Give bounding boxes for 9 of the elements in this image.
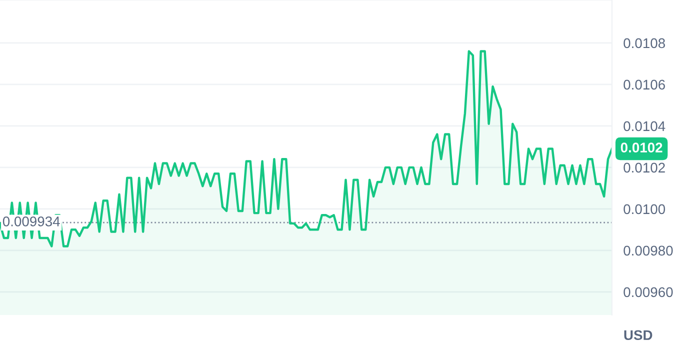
y-tick-label: 0.0100 — [624, 204, 666, 214]
y-tick-label: 0.0106 — [624, 80, 665, 90]
ref-line-label: 0.009934 — [2, 216, 60, 226]
y-tick-label: 0.00980 — [624, 246, 673, 256]
y-tick-label: 0.0102 — [624, 162, 665, 173]
y-tick-label: 0.0104 — [624, 121, 666, 132]
y-tick-label: 0.00960 — [624, 287, 673, 298]
y-axis-title: USD — [624, 330, 652, 340]
y-tick-label: 0.0108 — [624, 38, 665, 48]
